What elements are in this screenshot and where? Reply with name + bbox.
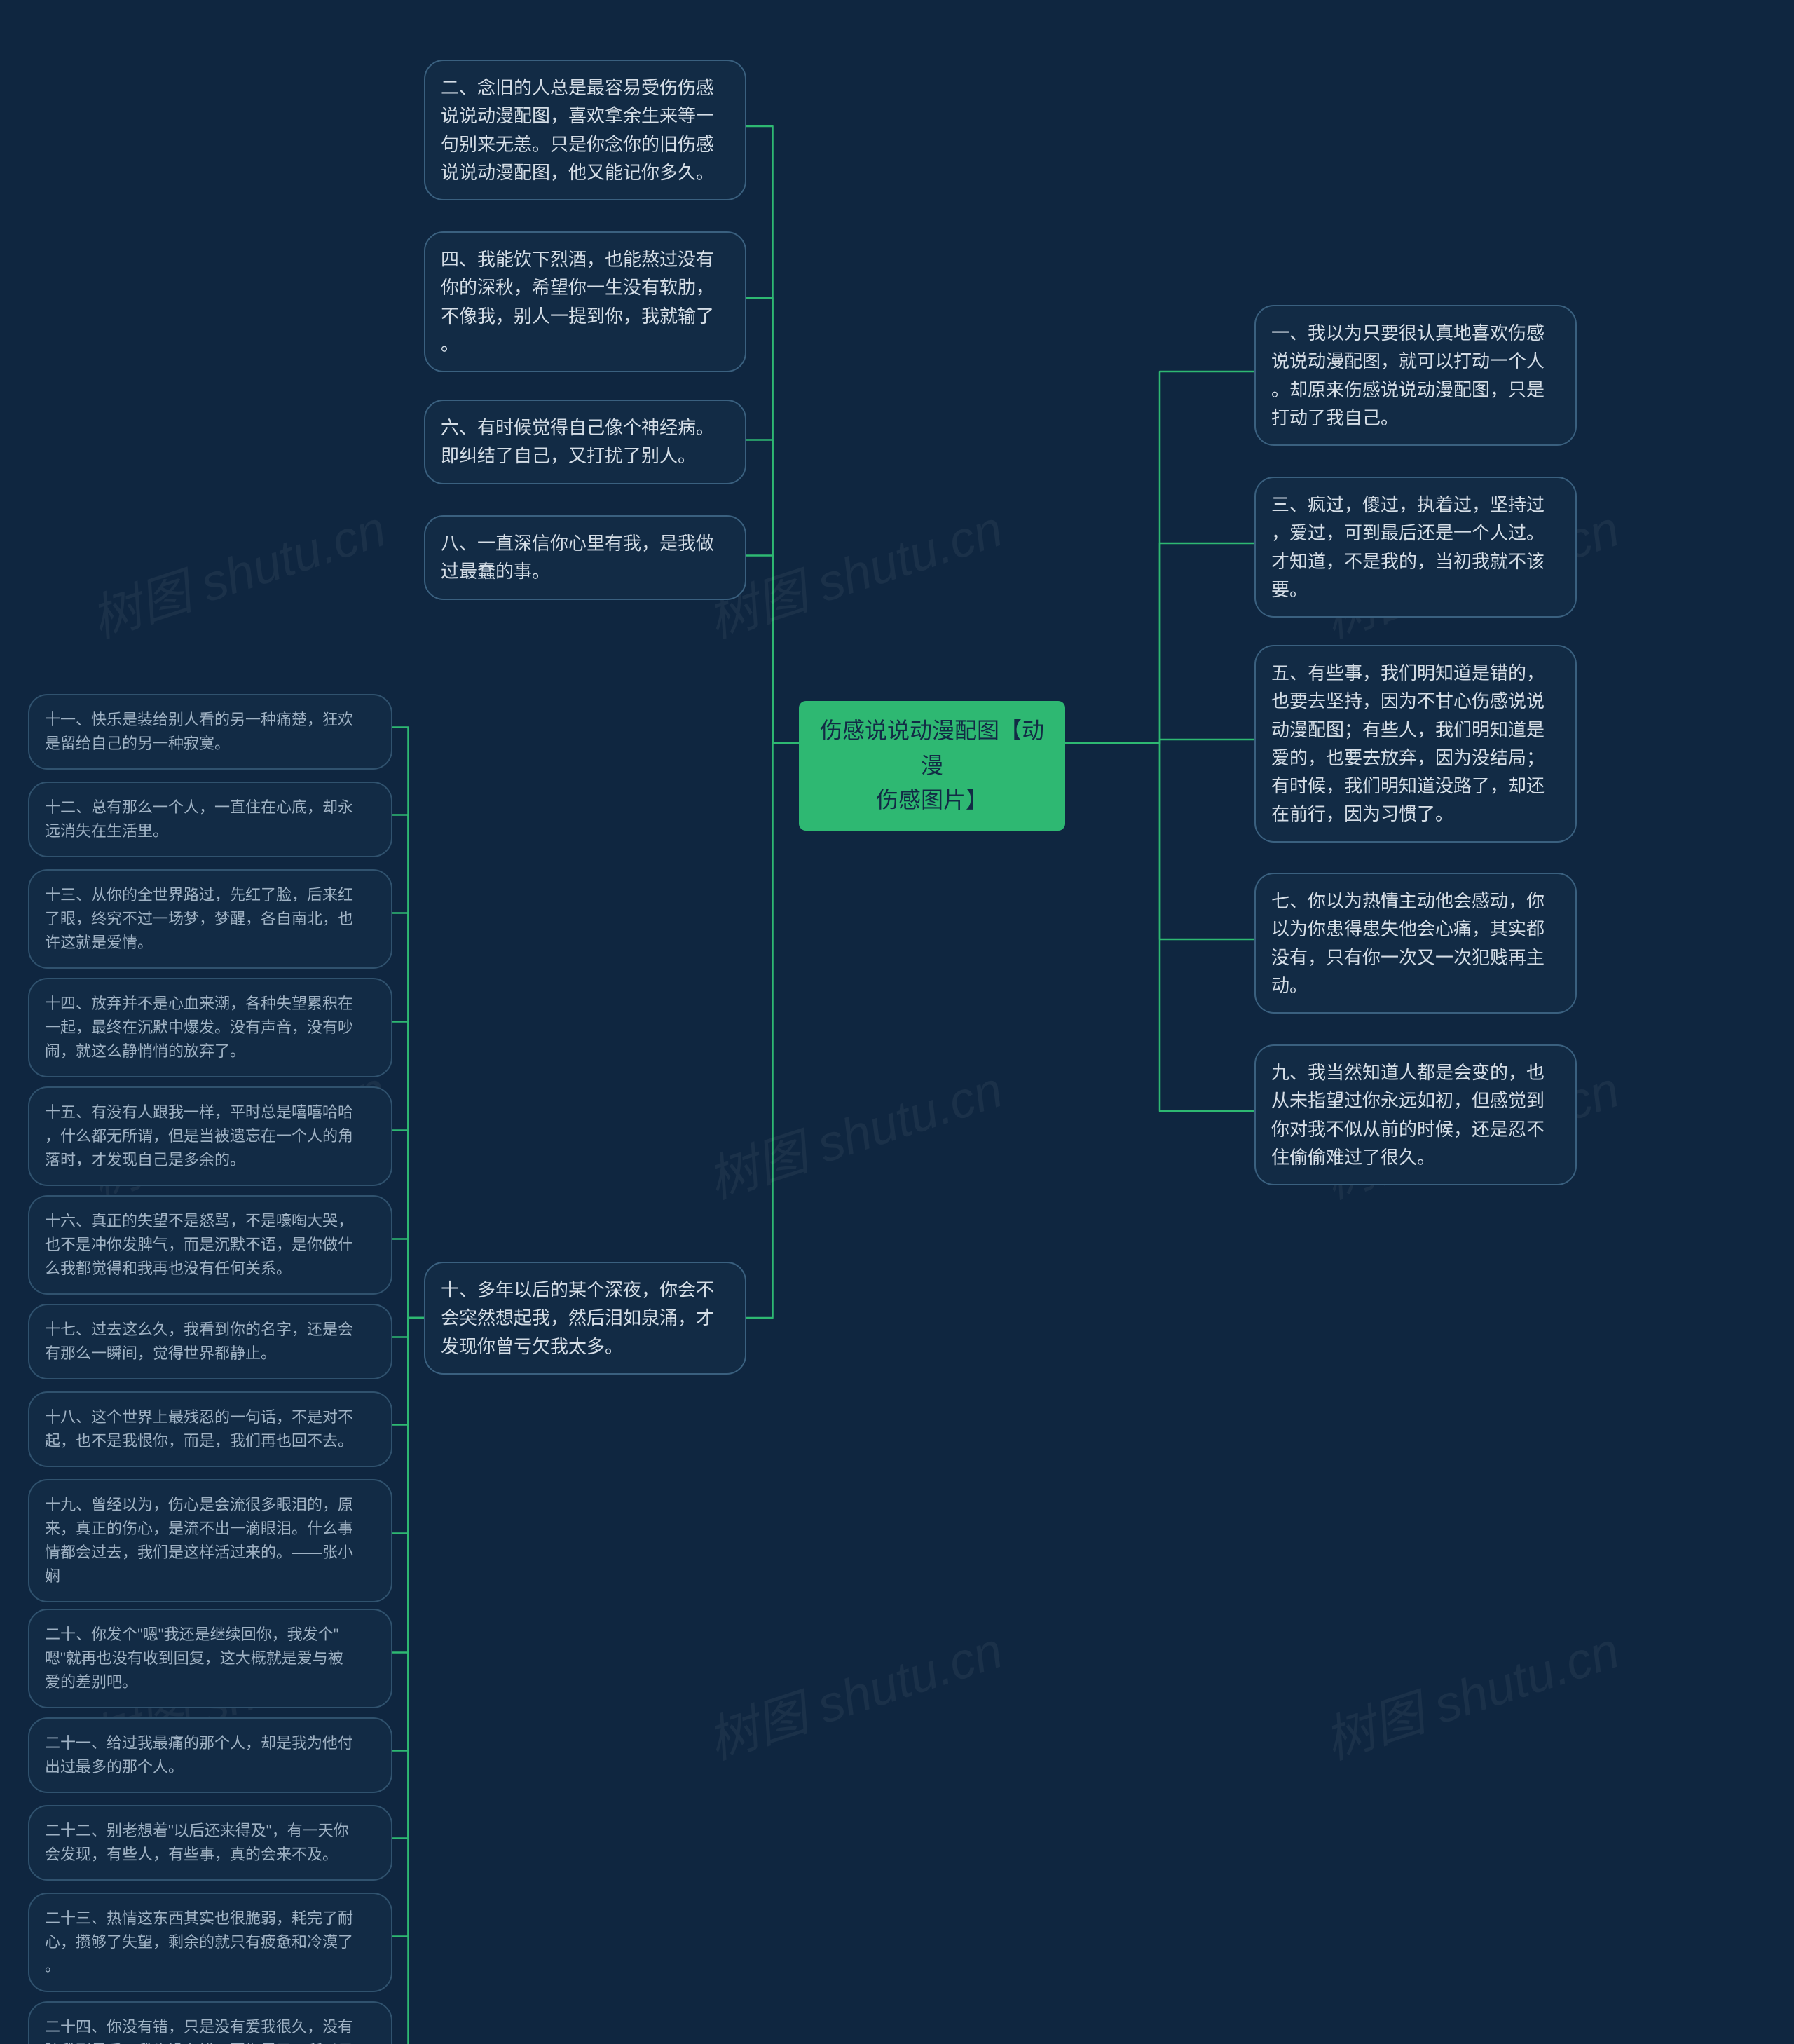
mindmap-node[interactable]: 六、有时候觉得自己像个神经病。 即纠结了自己，又打扰了别人。 <box>424 400 746 484</box>
watermark: 树图 shutu.cn <box>80 487 393 652</box>
watermark: 树图 shutu.cn <box>1313 1609 1627 1773</box>
mindmap-node[interactable]: 十三、从你的全世界路过，先红了脸，后来红 了眼，终究不过一场梦，梦醒，各自南北，… <box>28 869 392 969</box>
mindmap-node[interactable]: 十二、总有那么一个人，一直住在心底，却永 远消失在生活里。 <box>28 782 392 857</box>
mindmap-node[interactable]: 八、一直深信你心里有我，是我做 过最蠢的事。 <box>424 515 746 600</box>
mindmap-node[interactable]: 伤感说说动漫配图【动漫 伤感图片】 <box>799 701 1065 831</box>
mindmap-node[interactable]: 五、有些事，我们明知道是错的， 也要去坚持，因为不甘心伤感说说 动漫配图；有些人… <box>1254 645 1577 843</box>
mindmap-node[interactable]: 九、我当然知道人都是会变的，也 从未指望过你永远如初，但感觉到 你对我不似从前的… <box>1254 1044 1577 1185</box>
mindmap-node[interactable]: 一、我以为只要很认真地喜欢伤感 说说动漫配图，就可以打动一个人 。却原来伤感说说… <box>1254 305 1577 446</box>
mindmap-node[interactable]: 二十四、你没有错，只是没有爱我很久，没有 陪我到最后；我也没有错，因为累了，所以… <box>28 2001 392 2044</box>
mindmap-node[interactable]: 十四、放弃并不是心血来潮，各种失望累积在 一起，最终在沉默中爆发。没有声音，没有… <box>28 978 392 1077</box>
mindmap-node[interactable]: 二十二、别老想着"以后还来得及"，有一天你 会发现，有些人，有些事，真的会来不及… <box>28 1805 392 1881</box>
watermark: 树图 shutu.cn <box>697 1048 1010 1213</box>
mindmap-canvas: 树图 shutu.cn 树图 shutu.cn 树图 shutu.cn 树图 shut… <box>0 0 1794 2044</box>
mindmap-node[interactable]: 十、多年以后的某个深夜，你会不 会突然想起我，然后泪如泉涌，才 发现你曾亏欠我太… <box>424 1262 746 1375</box>
mindmap-node[interactable]: 七、你以为热情主动他会感动，你 以为你患得患失他会心痛，其实都 没有，只有你一次… <box>1254 873 1577 1014</box>
mindmap-node[interactable]: 十九、曾经以为，伤心是会流很多眼泪的，原 来，真正的伤心，是流不出一滴眼泪。什么… <box>28 1479 392 1602</box>
mindmap-node[interactable]: 二十一、给过我最痛的那个人，却是我为他付 出过最多的那个人。 <box>28 1717 392 1793</box>
mindmap-node[interactable]: 十六、真正的失望不是怒骂，不是嚎啕大哭， 也不是冲你发脾气，而是沉默不语，是你做… <box>28 1195 392 1295</box>
mindmap-node[interactable]: 十八、这个世界上最残忍的一句话，不是对不 起，也不是我恨你，而是，我们再也回不去… <box>28 1391 392 1467</box>
mindmap-node[interactable]: 二十三、热情这东西其实也很脆弱，耗完了耐 心，攒够了失望，剩余的就只有疲惫和冷漠… <box>28 1893 392 1992</box>
watermark: 树图 shutu.cn <box>697 1609 1010 1773</box>
mindmap-node[interactable]: 四、我能饮下烈酒，也能熬过没有 你的深秋，希望你一生没有软肋， 不像我，别人一提… <box>424 231 746 372</box>
mindmap-node[interactable]: 十五、有没有人跟我一样，平时总是嘻嘻哈哈 ，什么都无所谓，但是当被遗忘在一个人的… <box>28 1086 392 1186</box>
mindmap-node[interactable]: 二、念旧的人总是最容易受伤伤感 说说动漫配图，喜欢拿余生来等一 句别来无恙。只是… <box>424 60 746 200</box>
mindmap-node[interactable]: 二十、你发个"嗯"我还是继续回你，我发个" 嗯"就再也没有收到回复，这大概就是爱… <box>28 1609 392 1708</box>
mindmap-node[interactable]: 三、疯过，傻过，执着过，坚持过 ，爱过，可到最后还是一个人过。 才知道，不是我的… <box>1254 477 1577 618</box>
mindmap-node[interactable]: 十七、过去这么久，我看到你的名字，还是会 有那么一瞬间，觉得世界都静止。 <box>28 1304 392 1379</box>
mindmap-node[interactable]: 十一、快乐是装给别人看的另一种痛楚，狂欢 是留给自己的另一种寂寞。 <box>28 694 392 770</box>
